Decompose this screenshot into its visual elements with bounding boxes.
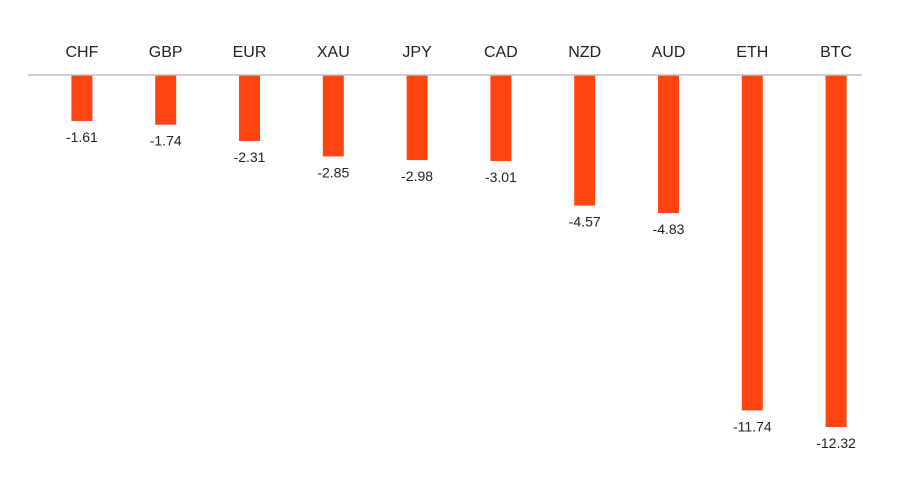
bar-jpy xyxy=(406,75,428,161)
data-label-eth: -11.74 xyxy=(733,418,772,434)
category-labels: CHF GBP EUR XAU JPY CAD NZD AUD ETH BTC xyxy=(65,44,852,61)
data-label-eur: -2.31 xyxy=(234,149,266,165)
data-labels: -1.61 -1.74 -2.31 -2.85 -2.98 -3.01 -4.57 -4.83… xyxy=(66,129,856,451)
category-label-jpy: JPY xyxy=(402,44,432,61)
category-label-nzd: NZD xyxy=(568,44,601,61)
bar-btc xyxy=(825,75,847,427)
category-label-chf: CHF xyxy=(65,44,98,61)
data-label-xau: -2.85 xyxy=(317,164,349,180)
category-label-btc: BTC xyxy=(820,44,852,61)
bar-eth xyxy=(741,75,763,411)
bar-nzd xyxy=(574,75,596,206)
bar-chf xyxy=(71,75,93,121)
category-label-eth: ETH xyxy=(736,44,768,61)
bar-gbp xyxy=(155,75,177,125)
data-label-btc: -12.32 xyxy=(816,435,856,451)
category-label-gbp: GBP xyxy=(149,44,183,61)
category-label-eur: EUR xyxy=(233,44,267,61)
data-label-jpy: -2.98 xyxy=(401,168,433,184)
data-label-chf: -1.61 xyxy=(66,129,98,145)
bar-aud xyxy=(658,75,679,213)
bar-cad xyxy=(490,75,512,161)
category-label-aud: AUD xyxy=(652,44,686,61)
category-label-cad: CAD xyxy=(484,44,518,61)
bars-layer xyxy=(71,75,847,427)
data-label-cad: -3.01 xyxy=(485,169,517,185)
bar-eur xyxy=(239,75,260,141)
bar-xau xyxy=(322,75,344,157)
category-label-xau: XAU xyxy=(317,44,350,61)
data-label-aud: -4.83 xyxy=(653,221,685,237)
data-label-nzd: -4.57 xyxy=(569,214,601,230)
data-label-gbp: -1.74 xyxy=(150,133,182,149)
